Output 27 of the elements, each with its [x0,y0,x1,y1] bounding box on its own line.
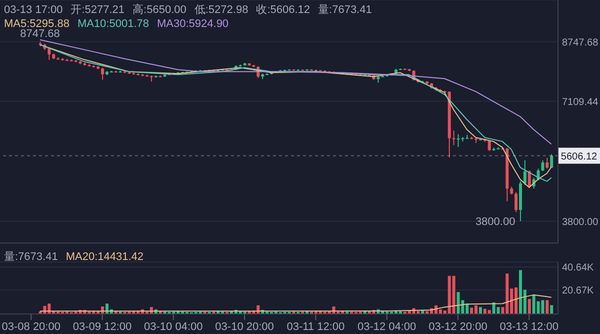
x-tick-label: 03-13 12:00 [500,320,558,333]
x-tick-label: 03-08 20:00 [2,320,60,333]
x-tick-label: 03-10 20:00 [215,320,274,333]
y-tick-label: 3800.00 [562,216,599,228]
ref-line-label: 5606.12 [560,152,598,163]
text: MA30:5924.90 [157,17,229,31]
series-label: MA5:5295.88 [4,17,70,30]
y-tick-label: 40.64K [562,262,594,274]
annotation: 开:5277.21 [70,3,125,17]
x-tick-label: 03-11 12:00 [286,320,345,333]
x-tick-label: 03-10 04:00 [144,320,203,333]
y-tick-label: 7109.44 [562,96,599,108]
y-tick-label: 8747.68 [562,37,599,48]
x-tick-label: 03-09 12:00 [72,320,132,333]
annotation: 量:7673.41 [4,250,58,264]
x-tick-label: 03-12 20:00 [428,320,488,333]
annotation: 量:7673.41 [318,3,372,17]
text: MA20:14431.42 [66,250,144,264]
annotation: 低:5272.98 [194,3,248,17]
x-tick-label: 03-12 04:00 [357,320,416,333]
annotation: 03-13 17:00 [4,3,63,17]
annotation: 高:5650.00 [132,3,186,17]
annotation: 8747.68 [20,28,60,40]
text: MA10:5001.78 [77,17,149,31]
y-tick-label: 20.67K [562,286,594,297]
annotation: 收:5606.12 [256,3,310,17]
annotation: 3800.00 [475,216,516,228]
